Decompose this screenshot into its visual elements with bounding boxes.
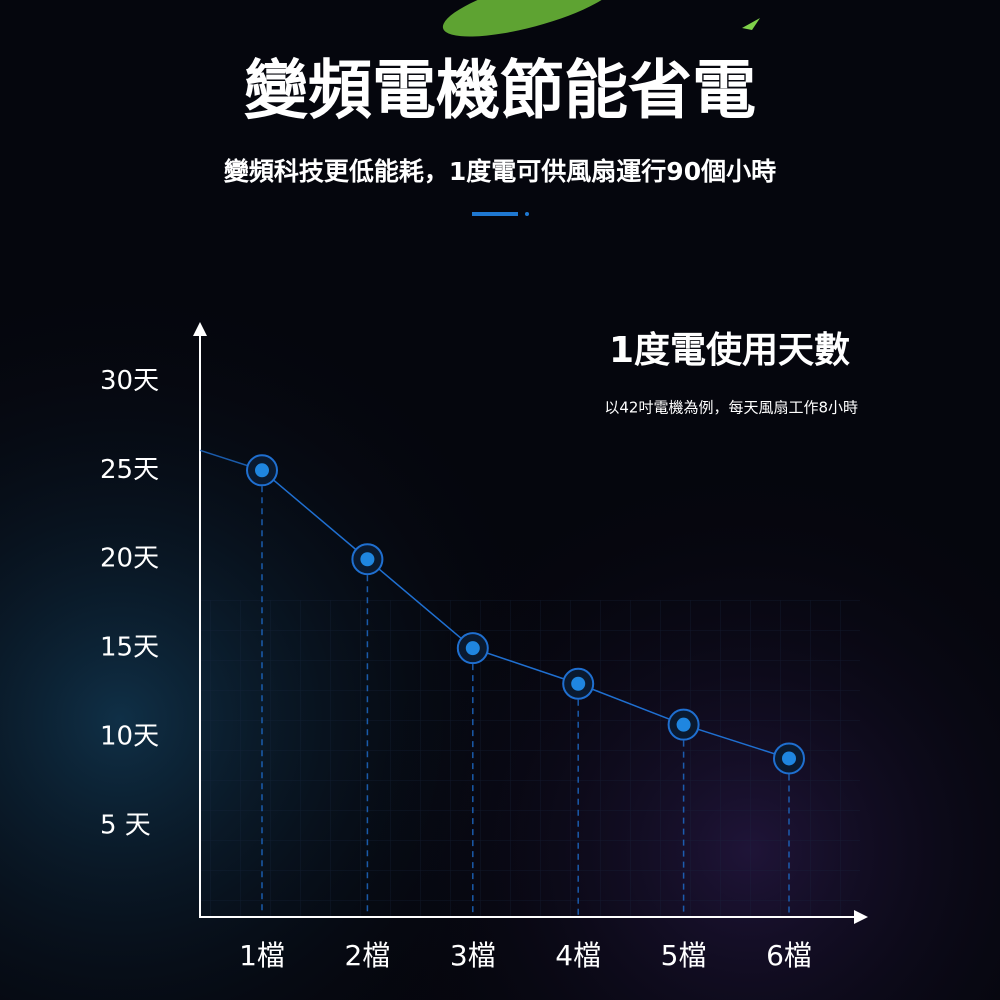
y-tick-label: 5 天 <box>100 811 151 841</box>
y-tick-label: 30天 <box>100 366 159 396</box>
y-tick-label: 20天 <box>100 544 159 574</box>
x-tick-label: 1檔 <box>239 939 285 972</box>
chart-subtitle: 以42吋電機為例，每天風扇工作8小時 <box>604 399 858 417</box>
x-tick-label: 2檔 <box>344 939 390 972</box>
point <box>676 717 691 732</box>
x-tick-label: 3檔 <box>450 939 496 972</box>
point <box>782 751 796 766</box>
subtitle: 變頻科技更低能耗，1度電可供風扇運行90個小時 <box>224 157 776 186</box>
y-tick-label: 15天 <box>100 633 159 663</box>
line <box>261 469 790 760</box>
x-tick-label: 6檔 <box>766 939 812 972</box>
leaf <box>442 0 618 37</box>
x-tick-label: 5檔 <box>661 939 707 972</box>
point <box>360 552 375 567</box>
x-tick-label: 4檔 <box>555 939 601 972</box>
point <box>255 463 269 478</box>
point <box>465 641 480 656</box>
y-tick-label: 25天 <box>100 455 159 485</box>
y-axis-arrow <box>193 322 207 336</box>
grid-pattern <box>200 600 860 917</box>
title: 變頻電機節能省電 <box>244 55 756 129</box>
divider-dot <box>525 212 529 216</box>
point <box>571 676 586 691</box>
leaf <box>742 18 760 30</box>
y-tick-label: 10天 <box>100 722 159 752</box>
chart-title: 1度電使用天數 <box>609 330 850 371</box>
x-axis-arrow <box>854 910 868 924</box>
